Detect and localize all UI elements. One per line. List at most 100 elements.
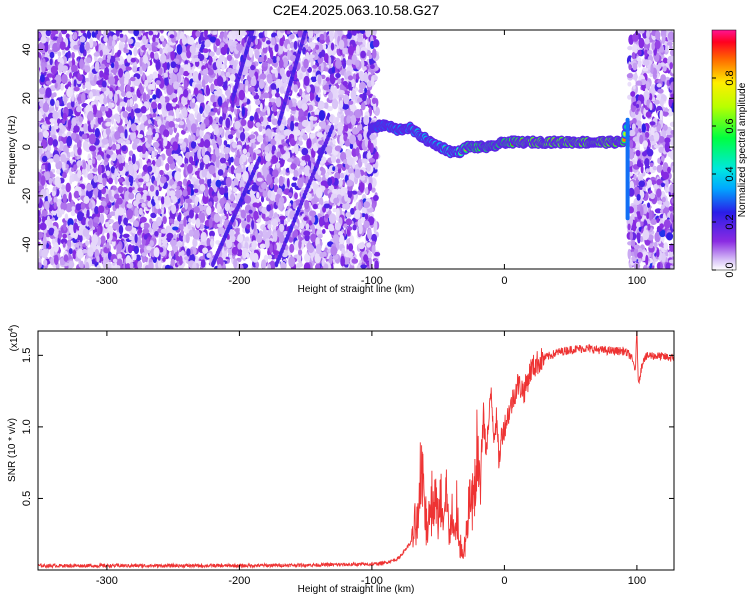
noise-blob	[292, 176, 298, 181]
noise-blob	[93, 104, 97, 115]
noise-blob	[337, 78, 342, 84]
noise-blob	[121, 91, 126, 97]
noise-blob	[199, 184, 206, 192]
noise-blob	[158, 133, 162, 140]
noise-blob	[332, 234, 340, 244]
noise-blob	[66, 135, 73, 147]
noise-blob	[374, 260, 379, 269]
noise-blob	[70, 208, 76, 217]
noise-blob	[100, 105, 106, 112]
noise-blob	[205, 103, 211, 115]
noise-blob	[361, 92, 367, 102]
noise-blob	[152, 113, 157, 118]
noise-blob	[86, 164, 91, 172]
noise-blob	[71, 117, 77, 127]
noise-blob	[116, 30, 120, 37]
noise-blob	[240, 209, 246, 219]
noise-blob	[190, 123, 197, 134]
noise-blob	[299, 222, 305, 230]
noise-blob	[146, 245, 152, 251]
noise-blob	[257, 56, 265, 63]
noise-blob	[358, 88, 364, 94]
noise-blob	[65, 164, 69, 169]
noise-blob	[56, 212, 63, 218]
noise-blob	[196, 112, 202, 123]
noise-blob	[301, 147, 309, 156]
noise-blob	[40, 188, 47, 198]
noise-blob	[359, 181, 365, 193]
noise-blob	[151, 46, 158, 53]
noise-blob	[219, 227, 226, 235]
noise-blob	[184, 256, 189, 261]
noise-blob	[66, 239, 72, 247]
noise-blob	[253, 198, 260, 204]
noise-blob	[96, 154, 102, 161]
noise-blob	[355, 147, 360, 157]
noise-blob	[254, 149, 262, 155]
noise-blob	[85, 41, 90, 51]
noise-blob	[165, 163, 170, 171]
noise-blob	[108, 219, 114, 224]
noise-blob	[157, 260, 162, 268]
noise-blob	[364, 187, 369, 195]
noise-blob	[61, 133, 67, 138]
noise-blob	[193, 188, 199, 193]
noise-blob	[373, 251, 381, 257]
noise-blob	[113, 193, 120, 200]
noise-blob	[157, 208, 162, 215]
noise-blob	[342, 46, 347, 55]
noise-blob	[133, 252, 137, 261]
noise-blob	[130, 57, 136, 63]
noise-blob	[38, 147, 43, 155]
noise-blob	[357, 158, 363, 168]
noise-blob	[312, 64, 318, 69]
noise-blob	[323, 31, 327, 41]
noise-blob	[60, 83, 65, 91]
noise-blob	[322, 43, 327, 50]
noise-blob	[87, 159, 93, 166]
noise-blob	[45, 189, 50, 197]
noise-blob	[286, 158, 294, 163]
noise-blob	[335, 158, 341, 164]
noise-blob	[124, 43, 128, 48]
noise-blob	[365, 30, 371, 38]
noise-blob	[149, 184, 155, 192]
noise-blob	[260, 196, 265, 203]
noise-blob	[77, 229, 85, 236]
noise-blob	[186, 248, 191, 257]
noise-blob	[76, 105, 82, 113]
noise-blob	[152, 94, 157, 100]
noise-blob	[270, 138, 277, 146]
noise-blob	[255, 122, 261, 128]
noise-blob	[293, 102, 298, 108]
noise-blob	[139, 216, 147, 223]
noise-blob	[213, 107, 218, 113]
noise-blob	[311, 215, 316, 224]
noise-blob	[282, 73, 287, 83]
noise-blob	[175, 117, 181, 123]
noise-blob	[208, 62, 213, 69]
noise-blob	[73, 79, 77, 87]
noise-blob	[248, 86, 255, 93]
noise-blob	[133, 46, 138, 57]
noise-blob	[158, 236, 162, 248]
noise-blob	[93, 52, 101, 57]
noise-blob	[317, 55, 324, 65]
noise-blob	[263, 54, 267, 62]
noise-blob	[168, 110, 174, 117]
noise-blob	[105, 127, 111, 136]
noise-blob	[262, 61, 268, 67]
noise-blob	[315, 263, 321, 269]
noise-blob	[151, 198, 155, 206]
noise-blob	[111, 152, 117, 162]
noise-blob	[329, 254, 333, 265]
noise-blob	[160, 176, 167, 184]
noise-blob	[289, 41, 295, 49]
noise-blob	[374, 161, 378, 170]
noise-blob	[161, 239, 168, 245]
noise-blob	[128, 235, 135, 241]
noise-blob	[354, 209, 361, 220]
noise-blob	[232, 60, 237, 69]
noise-blob	[72, 249, 77, 260]
